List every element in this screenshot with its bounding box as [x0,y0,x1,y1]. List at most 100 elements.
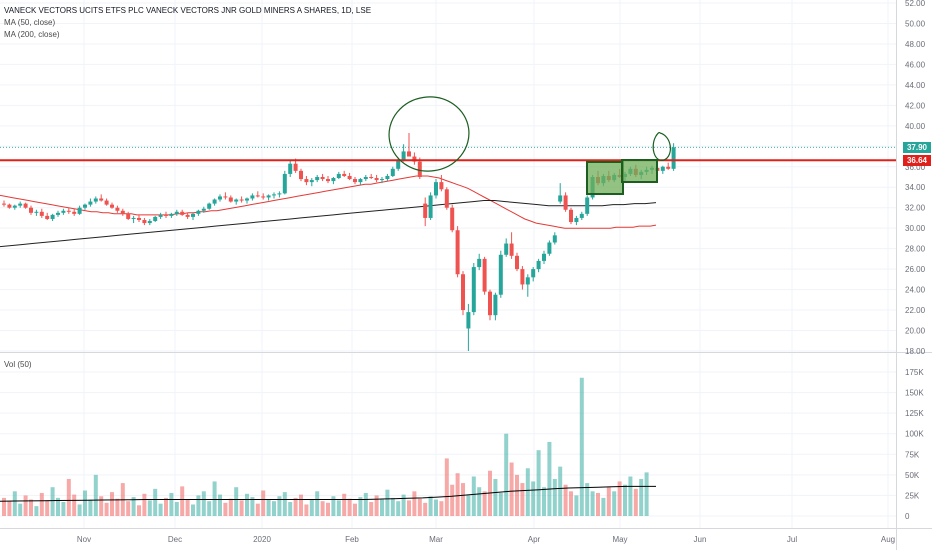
volume-bar [644,472,649,516]
candle-body [385,175,390,180]
volume-bar [66,478,71,516]
volume-bar [207,501,212,516]
volume-bar [320,501,325,516]
candle-body [228,197,233,202]
candle-body [461,274,465,311]
volume-bar [558,466,563,516]
price-tick-label: 34.00 [905,183,926,192]
annotation-box-1 [586,161,624,195]
candle-body [482,258,487,292]
candle-body [29,207,33,213]
price-tick-label: 44.00 [905,81,926,90]
volume-bar [201,491,206,516]
candle-body [304,179,309,183]
annotation-circle-large [388,96,470,172]
price-tick-label: 22.00 [905,306,926,315]
candle-body [34,211,39,213]
volume-bar [228,498,233,516]
candle-body [88,201,93,205]
price-tick-label: 28.00 [905,245,926,254]
resistance-price-tag: 36.64 [903,154,931,166]
volume-tick-label: 125K [905,409,924,418]
price-tick-label: 40.00 [905,122,926,131]
candle-body [158,214,163,217]
volume-bar [39,492,44,516]
candle-body [137,217,141,220]
volume-bar [331,496,336,516]
volume-bar [272,501,276,516]
volume-bar [93,474,98,516]
volume-bar [423,502,428,516]
candle-body [61,210,66,213]
volume-bar [277,496,282,516]
volume-bar [542,487,546,516]
candle-body [309,180,314,183]
volume-bar [569,491,573,516]
candle-body [299,170,303,180]
volume-bar [212,481,217,516]
candle-body [104,200,109,205]
candle-body [504,243,509,255]
volume-bar [88,499,93,516]
time-tick-label: Jun [694,535,707,544]
volume-bar [326,502,330,516]
time-tick-label: Mar [429,535,443,544]
volume-bar [428,496,433,516]
price-tick-label: 48.00 [905,40,926,49]
candle-body [515,255,519,270]
volume-bar [396,501,401,516]
price-tick-label: 24.00 [905,286,926,295]
candle-body [147,221,152,224]
candle-body [423,203,428,218]
volume-bar [77,504,82,516]
volume-bar [61,502,66,516]
candle-body [180,211,185,215]
candle-body [261,196,266,198]
volume-bar [18,503,23,516]
volume-bar [369,502,374,516]
volume-bar [142,493,147,516]
candle-body [72,211,77,214]
volume-bar [417,498,422,516]
volume-bar [639,478,644,516]
candle-body [245,198,249,201]
candle-body [288,163,293,174]
candle-body [396,159,401,169]
candle-body [444,189,449,208]
candle-body [153,216,158,222]
candle-body [363,177,368,180]
grid-lines [0,0,896,528]
volume-bar [169,492,174,516]
candle-body [126,213,131,219]
price-tick-label: 20.00 [905,327,926,336]
candle-body [196,210,201,214]
volume-bar [601,497,606,516]
candle-body [331,178,336,182]
candle-body [477,258,482,268]
volume-bar [342,493,347,516]
volume-bar [185,499,190,516]
volume-bar [110,492,114,516]
candle-body [277,193,282,195]
volume-bar [2,497,6,516]
candle-body [131,217,136,219]
candle-body [282,173,287,194]
volume-bar [606,487,611,516]
volume-bar [633,488,638,516]
annotations [388,96,671,195]
candle-body [2,203,6,205]
candle-body [660,166,665,171]
candle-body [218,196,222,200]
volume-bar [7,501,12,516]
volume-bar [126,501,131,516]
candle-body [272,194,276,196]
volume-bar [293,497,298,516]
volume-bar [255,503,260,516]
volume-bar [223,502,228,516]
price-tick-label: 42.00 [905,101,926,110]
annotation-box-2 [621,159,658,183]
candle-body [666,166,671,169]
volume-bar [164,497,168,516]
volume-bar [72,494,77,516]
